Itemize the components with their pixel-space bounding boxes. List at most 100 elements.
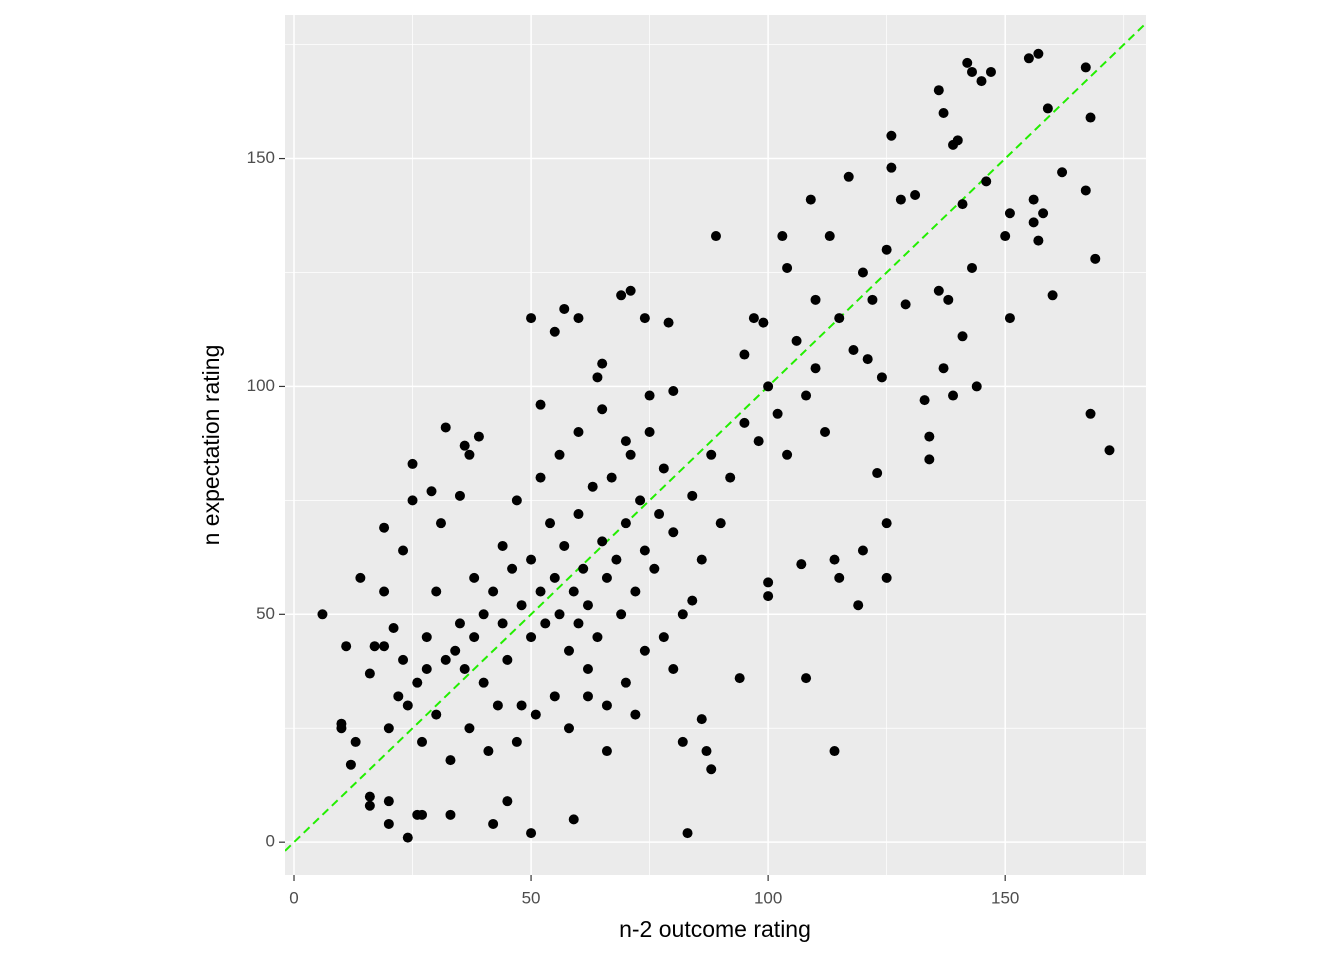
point	[625, 449, 636, 460]
point	[971, 381, 982, 392]
point	[966, 262, 977, 273]
y-tick-label: 100	[247, 376, 275, 395]
point	[535, 472, 546, 483]
point	[966, 66, 977, 77]
point	[820, 427, 831, 438]
reference-line	[285, 22, 1146, 852]
point	[862, 354, 873, 365]
point	[601, 746, 612, 757]
point	[573, 618, 584, 629]
point	[1000, 231, 1011, 242]
x-tick-label: 150	[991, 888, 1019, 907]
point	[526, 828, 537, 839]
point	[701, 746, 712, 757]
point	[616, 290, 627, 301]
point	[739, 417, 750, 428]
point	[582, 600, 593, 611]
point	[1085, 408, 1096, 419]
point	[507, 563, 518, 574]
point	[464, 449, 475, 460]
point	[635, 495, 646, 506]
point	[417, 809, 428, 820]
point	[478, 677, 489, 688]
point	[341, 641, 352, 652]
point	[573, 313, 584, 324]
point	[1042, 103, 1053, 114]
point	[454, 618, 465, 629]
point	[985, 66, 996, 77]
point	[379, 522, 390, 533]
point	[568, 814, 579, 825]
point	[829, 746, 840, 757]
point	[962, 57, 973, 68]
point	[582, 691, 593, 702]
point	[924, 454, 935, 465]
point	[919, 395, 930, 406]
point	[364, 791, 375, 802]
point	[933, 285, 944, 296]
reference	[285, 22, 1146, 852]
point	[492, 700, 503, 711]
point	[620, 436, 631, 447]
point	[526, 632, 537, 643]
point	[379, 641, 390, 652]
point	[801, 390, 812, 401]
point	[412, 677, 423, 688]
point	[573, 427, 584, 438]
point	[706, 449, 717, 460]
point	[895, 194, 906, 205]
point	[957, 199, 968, 210]
point	[943, 294, 954, 305]
point	[881, 518, 892, 529]
point	[639, 313, 650, 324]
x-axis-title: n-2 outcome rating	[619, 916, 811, 942]
point	[1028, 217, 1039, 228]
point	[782, 262, 793, 273]
point	[857, 545, 868, 556]
point	[469, 572, 480, 583]
point	[734, 673, 745, 684]
point	[535, 586, 546, 597]
point	[696, 714, 707, 725]
point	[739, 349, 750, 360]
point	[763, 381, 774, 392]
point	[639, 545, 650, 556]
point	[881, 244, 892, 255]
point	[853, 600, 864, 611]
point	[402, 832, 413, 843]
point	[938, 107, 949, 118]
point	[1090, 253, 1101, 264]
point	[668, 385, 679, 396]
point	[976, 76, 987, 87]
point	[445, 809, 456, 820]
point	[350, 736, 361, 747]
point	[1028, 194, 1039, 205]
point	[824, 231, 835, 242]
point	[563, 723, 574, 734]
point	[1004, 208, 1015, 219]
point	[511, 495, 522, 506]
point	[763, 591, 774, 602]
point	[848, 344, 859, 355]
point	[611, 554, 622, 565]
point	[682, 828, 693, 839]
point	[488, 586, 499, 597]
point	[568, 586, 579, 597]
point	[364, 668, 375, 679]
y-axis-title: n expectation rating	[198, 345, 224, 546]
point	[933, 85, 944, 96]
point	[478, 609, 489, 620]
point	[383, 818, 394, 829]
point	[810, 294, 821, 305]
point	[706, 764, 717, 775]
point	[582, 664, 593, 675]
point	[407, 495, 418, 506]
point	[630, 709, 641, 720]
point	[1057, 167, 1068, 178]
point	[559, 303, 570, 314]
point	[663, 317, 674, 328]
point	[431, 709, 442, 720]
point	[677, 736, 688, 747]
x-tick-label: 50	[522, 888, 541, 907]
point	[549, 326, 560, 337]
